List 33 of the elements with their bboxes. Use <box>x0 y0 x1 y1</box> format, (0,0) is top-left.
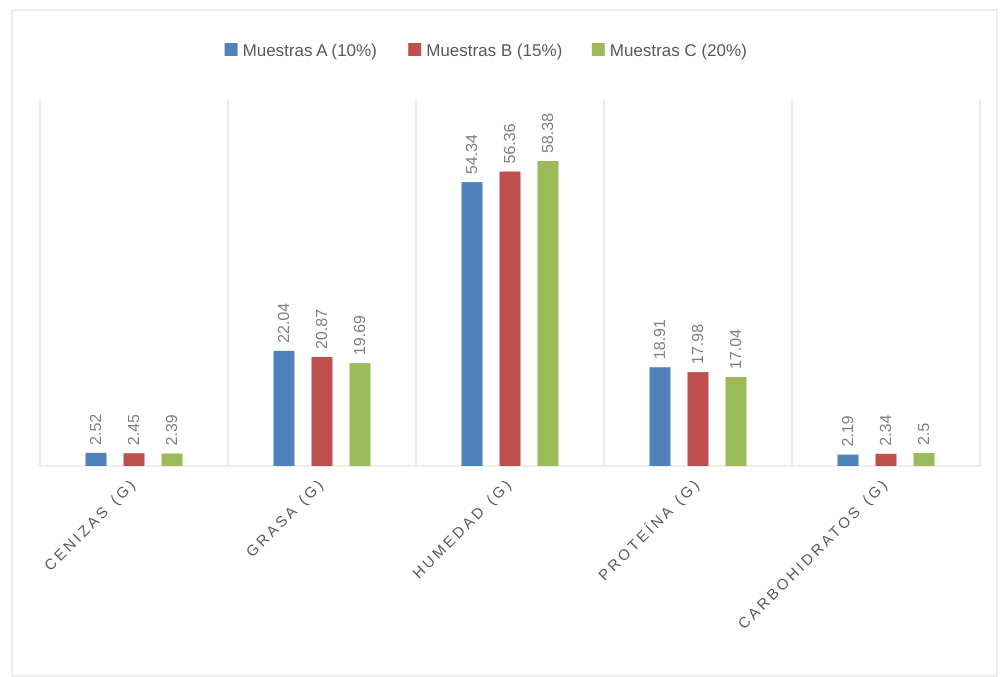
data-label: 2.19 <box>840 415 857 447</box>
bar <box>312 356 332 466</box>
bar <box>162 454 182 466</box>
legend-label: Muestras A (10%) <box>242 41 377 60</box>
data-label: 22.04 <box>276 302 293 343</box>
data-label: 2.52 <box>88 414 105 445</box>
data-label: 18.91 <box>652 319 669 360</box>
bar <box>914 452 934 466</box>
bar <box>650 367 670 466</box>
bar <box>86 452 106 466</box>
bar <box>876 454 896 466</box>
legend-label: Muestras C (20%) <box>610 41 747 60</box>
data-label: 17.04 <box>728 328 745 369</box>
data-label: 58.38 <box>540 112 557 153</box>
bar <box>500 172 520 466</box>
bar <box>462 182 482 466</box>
data-label: 2.5 <box>916 422 933 445</box>
bar <box>124 453 144 466</box>
data-label: 20.87 <box>314 308 331 349</box>
data-label: 2.45 <box>126 414 143 446</box>
data-label: 2.34 <box>878 414 895 446</box>
bar <box>274 350 294 466</box>
data-label: 56.36 <box>502 123 519 164</box>
bar <box>350 363 370 466</box>
bar <box>838 454 858 466</box>
data-label: 54.34 <box>464 134 481 174</box>
bar <box>538 161 558 466</box>
bar <box>726 376 746 466</box>
data-label: 17.98 <box>690 324 707 364</box>
bar <box>688 372 708 466</box>
data-label: 2.39 <box>164 414 181 446</box>
data-label: 19.69 <box>352 314 369 356</box>
legend-label: Muestras B (15%) <box>426 41 562 60</box>
